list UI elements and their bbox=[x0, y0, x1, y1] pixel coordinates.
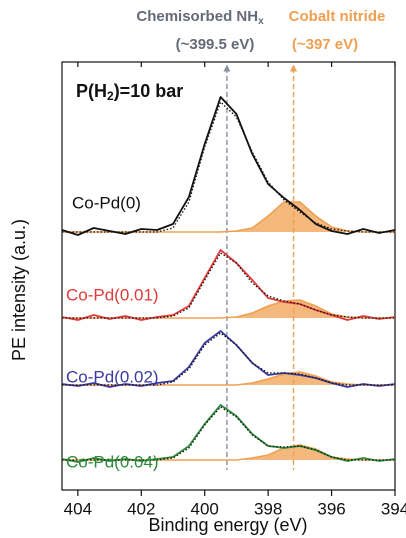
spectrum-line bbox=[61, 249, 396, 321]
series-label: Co-Pd(0.04) bbox=[66, 452, 159, 471]
nitride-area bbox=[62, 202, 395, 232]
condition-label: P(H2)=10 bar bbox=[76, 81, 183, 103]
spectrum-line bbox=[61, 330, 396, 388]
spectrum-line bbox=[61, 404, 396, 463]
x-tick-label: 402 bbox=[127, 499, 155, 518]
y-axis-label: PE intensity (a.u.) bbox=[9, 219, 29, 361]
series-label: Co-Pd(0.01) bbox=[66, 285, 159, 304]
x-tick-label: 398 bbox=[254, 499, 282, 518]
annotation-text: Cobalt nitride bbox=[289, 8, 386, 25]
fit-line bbox=[62, 100, 395, 233]
fit-line bbox=[62, 332, 395, 386]
x-tick-label: 396 bbox=[317, 499, 345, 518]
annotation: Cobalt nitride bbox=[289, 8, 386, 25]
plot-frame bbox=[61, 61, 396, 491]
condition-text: )=10 bar bbox=[114, 81, 184, 101]
x-tick-label: 394 bbox=[381, 499, 406, 518]
annotation-note: (~399.5 eV) bbox=[176, 36, 255, 53]
annotation-note: (~397 eV) bbox=[292, 36, 358, 53]
x-tick-label: 404 bbox=[64, 499, 92, 518]
x-axis-label: Binding energy (eV) bbox=[148, 515, 307, 535]
series-label: Co-Pd(0.02) bbox=[66, 367, 159, 386]
condition-subscript: 2 bbox=[107, 89, 114, 103]
series-label: Co-Pd(0) bbox=[72, 193, 141, 212]
spectrum-line bbox=[61, 96, 396, 236]
annotation-subscript: x bbox=[258, 16, 264, 27]
annotation: Chemisorbed NHx bbox=[136, 8, 264, 27]
annotation-text: Chemisorbed NH bbox=[136, 8, 258, 25]
x-tick-label: 400 bbox=[191, 499, 219, 518]
condition-text: P(H bbox=[76, 81, 107, 101]
